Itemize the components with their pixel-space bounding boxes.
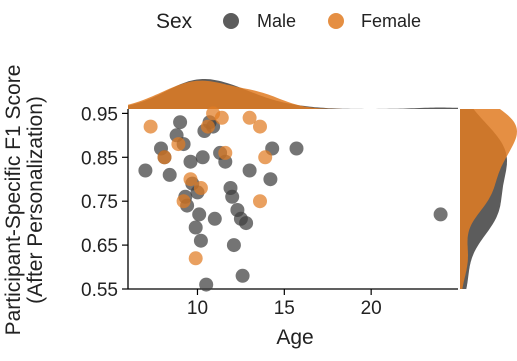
point-male	[173, 115, 188, 130]
point-female	[157, 150, 172, 165]
point-male	[162, 167, 177, 182]
top-density-female	[128, 80, 458, 109]
point-male	[226, 238, 241, 253]
legend-label-male: Male	[257, 11, 296, 31]
point-female	[171, 137, 186, 152]
x-tick-label: 15	[274, 298, 295, 319]
y-ticks: 0.55 0.65 0.75 0.85 0.95	[81, 104, 128, 301]
point-female	[218, 145, 233, 160]
x-axis-title: Age	[276, 326, 313, 349]
y-tick-label: 0.75	[81, 192, 118, 213]
point-female	[200, 119, 215, 134]
legend: Sex Male Female	[156, 10, 421, 33]
y-tick-label: 0.65	[81, 236, 118, 257]
x-tick-label: 20	[361, 298, 382, 319]
axes	[127, 109, 458, 290]
point-male	[193, 233, 208, 248]
point-male	[195, 150, 210, 165]
legend-marker-male	[223, 13, 239, 29]
legend-marker-female	[328, 13, 344, 29]
y-tick-label: 0.55	[81, 280, 118, 301]
scatter-points	[138, 106, 448, 292]
top-density	[128, 79, 458, 109]
y-axis-title: Participant-Specific F1 Score (After Per…	[2, 65, 47, 336]
x-tick-label: 10	[187, 298, 208, 319]
point-female	[183, 172, 198, 187]
right-density	[460, 109, 517, 289]
point-male	[263, 172, 278, 187]
point-female	[176, 194, 191, 209]
right-density-female	[460, 109, 517, 289]
point-female	[253, 119, 267, 134]
point-male	[207, 211, 222, 226]
point-female	[258, 150, 273, 165]
point-female	[214, 110, 229, 125]
y-axis-title-line-2: (After Personalization)	[24, 96, 47, 304]
point-male	[183, 154, 198, 169]
x-ticks: 10 15 20	[187, 289, 382, 319]
y-tick-label: 0.95	[81, 104, 118, 125]
point-male	[192, 207, 207, 222]
point-female	[143, 119, 158, 134]
legend-title: Sex	[156, 10, 193, 33]
point-male	[239, 216, 254, 231]
point-male	[199, 277, 214, 292]
point-male	[188, 220, 203, 235]
point-male	[289, 141, 304, 156]
point-female	[242, 110, 257, 125]
y-tick-label: 0.85	[81, 148, 118, 169]
legend-label-female: Female	[361, 11, 421, 31]
point-female	[193, 181, 208, 195]
y-axis-title-line-1: Participant-Specific F1 Score	[2, 65, 25, 336]
point-male	[242, 163, 257, 178]
point-male	[433, 207, 448, 222]
point-female	[253, 194, 267, 209]
point-male	[138, 163, 153, 178]
point-female	[188, 251, 203, 266]
point-male	[225, 189, 240, 204]
point-male	[235, 268, 250, 283]
